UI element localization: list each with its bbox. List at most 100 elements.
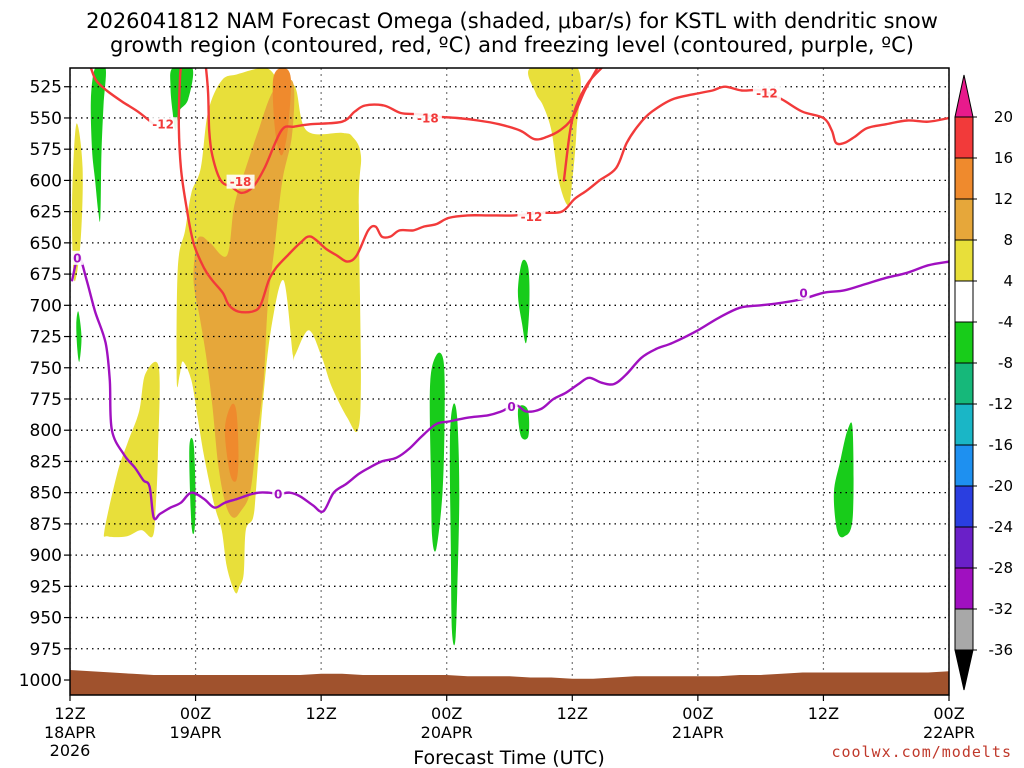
dendritic-contour-1 xyxy=(177,68,949,314)
colorbar-tick-label: -4 xyxy=(998,313,1013,331)
credit-text: coolwx.com/modelts xyxy=(831,743,1012,761)
y-tick-label: 650 xyxy=(30,234,62,254)
omega-region-0 xyxy=(72,123,83,282)
x-tick-label-time: 12Z xyxy=(808,704,839,723)
y-tick-label: 900 xyxy=(30,546,62,566)
temperature-contours xyxy=(70,68,949,521)
omega-region-11 xyxy=(429,352,445,552)
colorbar-bin xyxy=(954,444,974,487)
x-tick-label-time: 00Z xyxy=(431,704,462,723)
contour-label-bg xyxy=(505,399,518,414)
y-tick-label: 825 xyxy=(30,452,62,472)
ground-fill xyxy=(70,670,949,695)
colorbar-tick-label: 8 xyxy=(1003,231,1013,249)
y-tick-label: 925 xyxy=(30,577,62,597)
x-tick-label-date: 21APR xyxy=(672,723,724,742)
x-tick-label-time: 12Z xyxy=(54,704,85,723)
omega-region-15 xyxy=(833,422,854,538)
y-tick-label: 575 xyxy=(30,140,62,160)
y-tick-label: 550 xyxy=(30,109,62,129)
contour-label-bg xyxy=(149,117,178,132)
omega-region-5 xyxy=(272,68,292,156)
colorbar-bin xyxy=(954,280,974,323)
colorbar-bin xyxy=(954,526,974,569)
contour-label: -18 xyxy=(230,175,252,189)
colorbar-bin xyxy=(954,403,974,446)
colorbar-tick-label: 12 xyxy=(994,190,1013,208)
colorbar-bottom-extend xyxy=(954,649,974,691)
colorbar-tick-label: -24 xyxy=(989,518,1014,536)
contour-label-bg xyxy=(517,209,546,224)
chart-title-line-1: 2026041812 NAM Forecast Omega (shaded, μ… xyxy=(86,9,938,33)
omega-region-7 xyxy=(90,68,106,222)
y-tick-label: 750 xyxy=(30,359,62,379)
y-tick-label: 950 xyxy=(30,609,62,629)
contour-label-bg xyxy=(752,85,781,100)
colorbar: 20 16 12 8 4 -4 -8 -12 -16 -20 -24 -28 -32 -36 xyxy=(954,74,1014,691)
y-tick-label: 525 xyxy=(30,78,62,98)
colorbar-bin xyxy=(954,321,974,364)
contour-label: 0 xyxy=(274,487,282,501)
colorbar-bin xyxy=(954,157,974,200)
x-tick-label-date: 22APR xyxy=(923,723,975,742)
omega-region-13 xyxy=(517,259,530,344)
x-tick-label-time: 12Z xyxy=(305,704,336,723)
colorbar-tick-label: 4 xyxy=(1003,272,1013,290)
omega-region-4 xyxy=(193,79,295,518)
contour-label-bg xyxy=(797,285,810,300)
ground-terrain xyxy=(70,670,949,695)
y-tick-label: 800 xyxy=(30,421,62,441)
omega-region-10 xyxy=(189,437,196,535)
colorbar-tick-label: -12 xyxy=(989,395,1014,413)
contour-label: 0 xyxy=(507,400,515,414)
x-tick-label-date: 18APR xyxy=(44,723,96,742)
x-axis-label: Forecast Time (UTC) xyxy=(413,747,604,768)
x-tick-label-time: 12Z xyxy=(557,704,588,723)
colorbar-tick-label: -16 xyxy=(989,436,1014,454)
colorbar-bin xyxy=(954,198,974,241)
contour-label: -18 xyxy=(417,111,439,125)
contour-label-bg xyxy=(226,174,255,189)
y-tick-label: 850 xyxy=(30,484,62,504)
y-tick-label: 725 xyxy=(30,328,62,348)
y-tick-label: 675 xyxy=(30,265,62,285)
contour-label-bg xyxy=(71,250,84,265)
y-tick-label: 700 xyxy=(30,296,62,316)
colorbar-tick-label: -28 xyxy=(989,559,1014,577)
colorbar-bin xyxy=(954,567,974,610)
contour-label: 0 xyxy=(799,286,807,300)
contour-label: -12 xyxy=(152,118,174,132)
freezing-level-contour xyxy=(70,253,949,521)
contour-label-bg xyxy=(272,486,285,501)
x-tick-label-date: 19APR xyxy=(170,723,222,742)
contour-label: -12 xyxy=(756,86,778,100)
colorbar-tick-label: 20 xyxy=(994,108,1013,126)
x-tick-label-time: 00Z xyxy=(180,704,211,723)
colorbar-bin xyxy=(954,239,974,282)
plot-frame xyxy=(69,67,950,696)
x-tick-label-time: 00Z xyxy=(933,704,964,723)
colorbar-tick-label: -32 xyxy=(989,600,1014,618)
x-tick-label-time: 00Z xyxy=(682,704,713,723)
y-tick-label: 1000 xyxy=(19,671,62,691)
y-tick-label: 875 xyxy=(30,515,62,535)
dendritic-contour-0 xyxy=(89,68,155,126)
x-tick-label-date: 20APR xyxy=(421,723,473,742)
omega-region-8 xyxy=(170,68,194,131)
omega-region-14 xyxy=(517,405,530,440)
omega-region-12 xyxy=(449,403,460,646)
colorbar-tick-label: -8 xyxy=(998,354,1013,372)
y-tick-label: 975 xyxy=(30,640,62,660)
colorbar-bin xyxy=(954,362,974,405)
colorbar-bin xyxy=(954,116,974,159)
y-tick-label: 775 xyxy=(30,390,62,410)
contour-labels: -12 -18 -18 -12 -12 0 0 0 0 xyxy=(71,85,810,501)
colorbar-tick-label: -20 xyxy=(989,477,1014,495)
omega-shading xyxy=(72,68,854,646)
colorbar-tick-label: 16 xyxy=(994,149,1013,167)
colorbar-bin xyxy=(954,608,974,651)
omega-region-3 xyxy=(528,68,581,206)
omega-region-1 xyxy=(103,361,160,538)
omega-region-6 xyxy=(224,403,239,482)
